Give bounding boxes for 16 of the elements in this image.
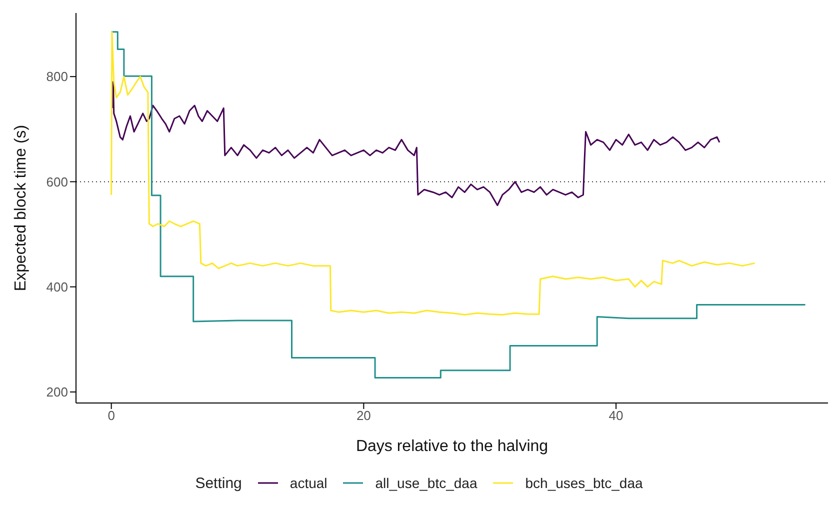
line-series bbox=[110, 31, 756, 316]
line-series bbox=[110, 31, 806, 379]
x-tick-label: 0 bbox=[108, 408, 115, 424]
line-series bbox=[112, 81, 720, 206]
legend-label: actual bbox=[290, 475, 328, 491]
legend-label: bch_uses_btc_daa bbox=[525, 475, 643, 491]
y-tick-label: 400 bbox=[46, 279, 68, 294]
y-tick-label: 600 bbox=[46, 174, 68, 190]
legend-label: all_use_btc_daa bbox=[375, 475, 478, 491]
y-tick-label: 800 bbox=[46, 69, 68, 84]
x-tick-label: 20 bbox=[356, 408, 371, 424]
x-axis-title: Days relative to the halving bbox=[356, 438, 548, 455]
legend-title: Setting bbox=[195, 474, 242, 492]
y-tick-label: 200 bbox=[46, 384, 68, 400]
x-tick-label: 40 bbox=[608, 408, 624, 424]
y-axis-title: Expected block time (s) bbox=[12, 124, 30, 292]
